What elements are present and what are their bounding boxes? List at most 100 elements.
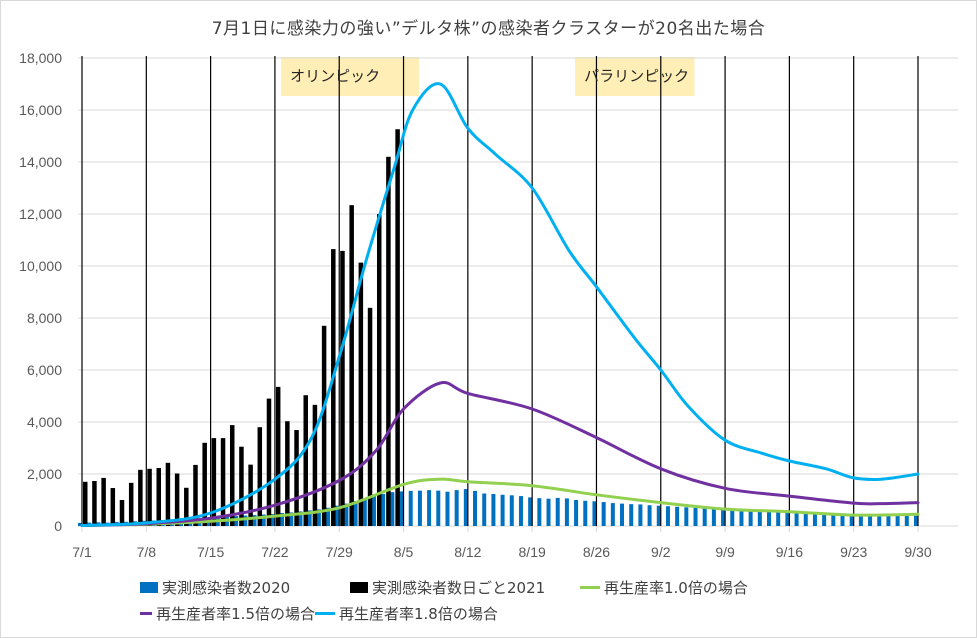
bar-2020 [261, 514, 266, 526]
bar-2020 [620, 503, 625, 526]
bar-2021 [138, 469, 143, 526]
annotation-box [281, 57, 419, 96]
y-tick-label: 6,000 [27, 362, 62, 378]
legend-item-2021: 実測感染者数日ごと2021 [350, 577, 580, 598]
bar-2020 [482, 493, 487, 526]
x-tick-label: 8/19 [519, 544, 546, 560]
bar-2020 [518, 496, 523, 526]
legend-row-2: 再生産者率1.5倍の場合 再生産者率1.8倍の場合 [140, 600, 860, 626]
bar-2020 [252, 515, 257, 526]
bar-2020 [528, 497, 533, 526]
bar-2021 [229, 425, 235, 526]
annotation-box [575, 57, 695, 96]
x-tick-label: 9/16 [776, 544, 803, 560]
legend-item-r15: 再生産者率1.5倍の場合 [140, 603, 315, 624]
legend-swatch-2020 [140, 581, 158, 593]
bar-2020 [298, 511, 303, 526]
legend-swatch-r15 [140, 611, 153, 615]
y-tick-label: 18,000 [19, 50, 62, 66]
legend-item-2020: 実測感染者数2020 [140, 577, 350, 598]
bar-2020 [280, 513, 285, 526]
annotation-label: オリンピック [290, 67, 380, 85]
y-tick-label: 14,000 [19, 154, 62, 170]
x-tick-label: 9/23 [840, 544, 867, 560]
chart-legend: 実測感染者数2020 実測感染者数日ごと2021 再生産率1.0倍の場合 再生産… [140, 574, 860, 626]
y-tick-label: 2,000 [27, 466, 62, 482]
bar-2020 [78, 522, 82, 526]
bar-2020 [895, 515, 900, 526]
bar-2021 [367, 307, 373, 526]
bar-2020 [473, 490, 478, 526]
bar-2020 [390, 492, 395, 526]
bar-2020 [335, 505, 340, 526]
legend-swatch-r10 [580, 585, 600, 589]
bar-2020 [399, 491, 404, 526]
bar-2020 [822, 513, 827, 526]
bar-2021 [331, 249, 336, 526]
bar-2020 [831, 513, 836, 526]
bar-2020 [316, 509, 321, 526]
line-r18 [80, 82, 920, 527]
bar-2020 [427, 490, 432, 526]
bar-2020 [739, 510, 744, 526]
legend-swatch-2021 [350, 581, 368, 593]
bar-2020 [638, 504, 643, 526]
x-tick-label: 8/26 [583, 544, 610, 560]
legend-label-r15: 再生産者率1.5倍の場合 [156, 604, 315, 623]
bar-2021 [110, 488, 116, 526]
bar-2021 [174, 473, 180, 526]
bar-2020 [463, 489, 468, 526]
bar-2021 [202, 442, 207, 526]
bar-2020 [583, 500, 588, 526]
bar-2021 [349, 205, 354, 526]
bar-2020 [307, 510, 312, 526]
bar-2020 [344, 503, 349, 526]
bar-2021 [340, 250, 345, 527]
bar-2020 [684, 507, 689, 526]
bar-2020 [656, 505, 661, 526]
x-tick-label: 8/5 [394, 544, 414, 560]
x-tick-label: 9/9 [715, 544, 735, 560]
legend-label-2020: 実測感染者数2020 [162, 578, 291, 597]
bar-2020 [904, 515, 909, 526]
bar-2020 [868, 514, 873, 526]
x-tick-label: 7/15 [197, 544, 224, 560]
bar-2020 [702, 508, 707, 526]
legend-label-r18: 再生産者率1.8倍の場合 [339, 604, 498, 623]
bar-2020 [436, 490, 441, 526]
bar-2020 [610, 503, 615, 526]
bar-2021 [303, 395, 308, 526]
bar-2020 [601, 502, 606, 526]
bar-2020 [767, 511, 772, 526]
y-tick-label: 16,000 [19, 102, 62, 118]
chart-title: 7月1日に感染力の強い”デルタ株”の感染者クラスターが20名出た場合 [211, 19, 766, 39]
bar-2020 [693, 507, 698, 526]
bar-2020 [840, 513, 845, 526]
bar-2020 [555, 497, 560, 526]
bar-2020 [546, 498, 551, 526]
bar-2020 [381, 494, 386, 526]
annotation-label: パラリンピック [584, 67, 689, 85]
bar-2020 [877, 514, 882, 526]
bar-2021 [211, 438, 217, 526]
bar-2021 [285, 421, 290, 526]
bar-2020 [592, 501, 597, 526]
bar-2021 [257, 427, 263, 526]
bar-2020 [574, 500, 579, 526]
y-tick-label: 12,000 [19, 206, 62, 222]
bar-2020 [353, 501, 358, 526]
x-tick-label: 7/1 [72, 544, 92, 560]
bar-2021 [220, 438, 226, 526]
bar-2021 [92, 481, 97, 526]
bar-2021 [275, 386, 281, 526]
bar-2020 [445, 491, 450, 526]
bar-2020 [665, 506, 670, 526]
bar-2021 [128, 482, 134, 526]
x-tick-label: 8/12 [454, 544, 481, 560]
bar-2020 [417, 490, 422, 526]
bar-2020 [491, 494, 496, 526]
bar-2020 [794, 512, 799, 526]
bar-2021 [294, 430, 299, 526]
bar-2020 [326, 507, 331, 526]
